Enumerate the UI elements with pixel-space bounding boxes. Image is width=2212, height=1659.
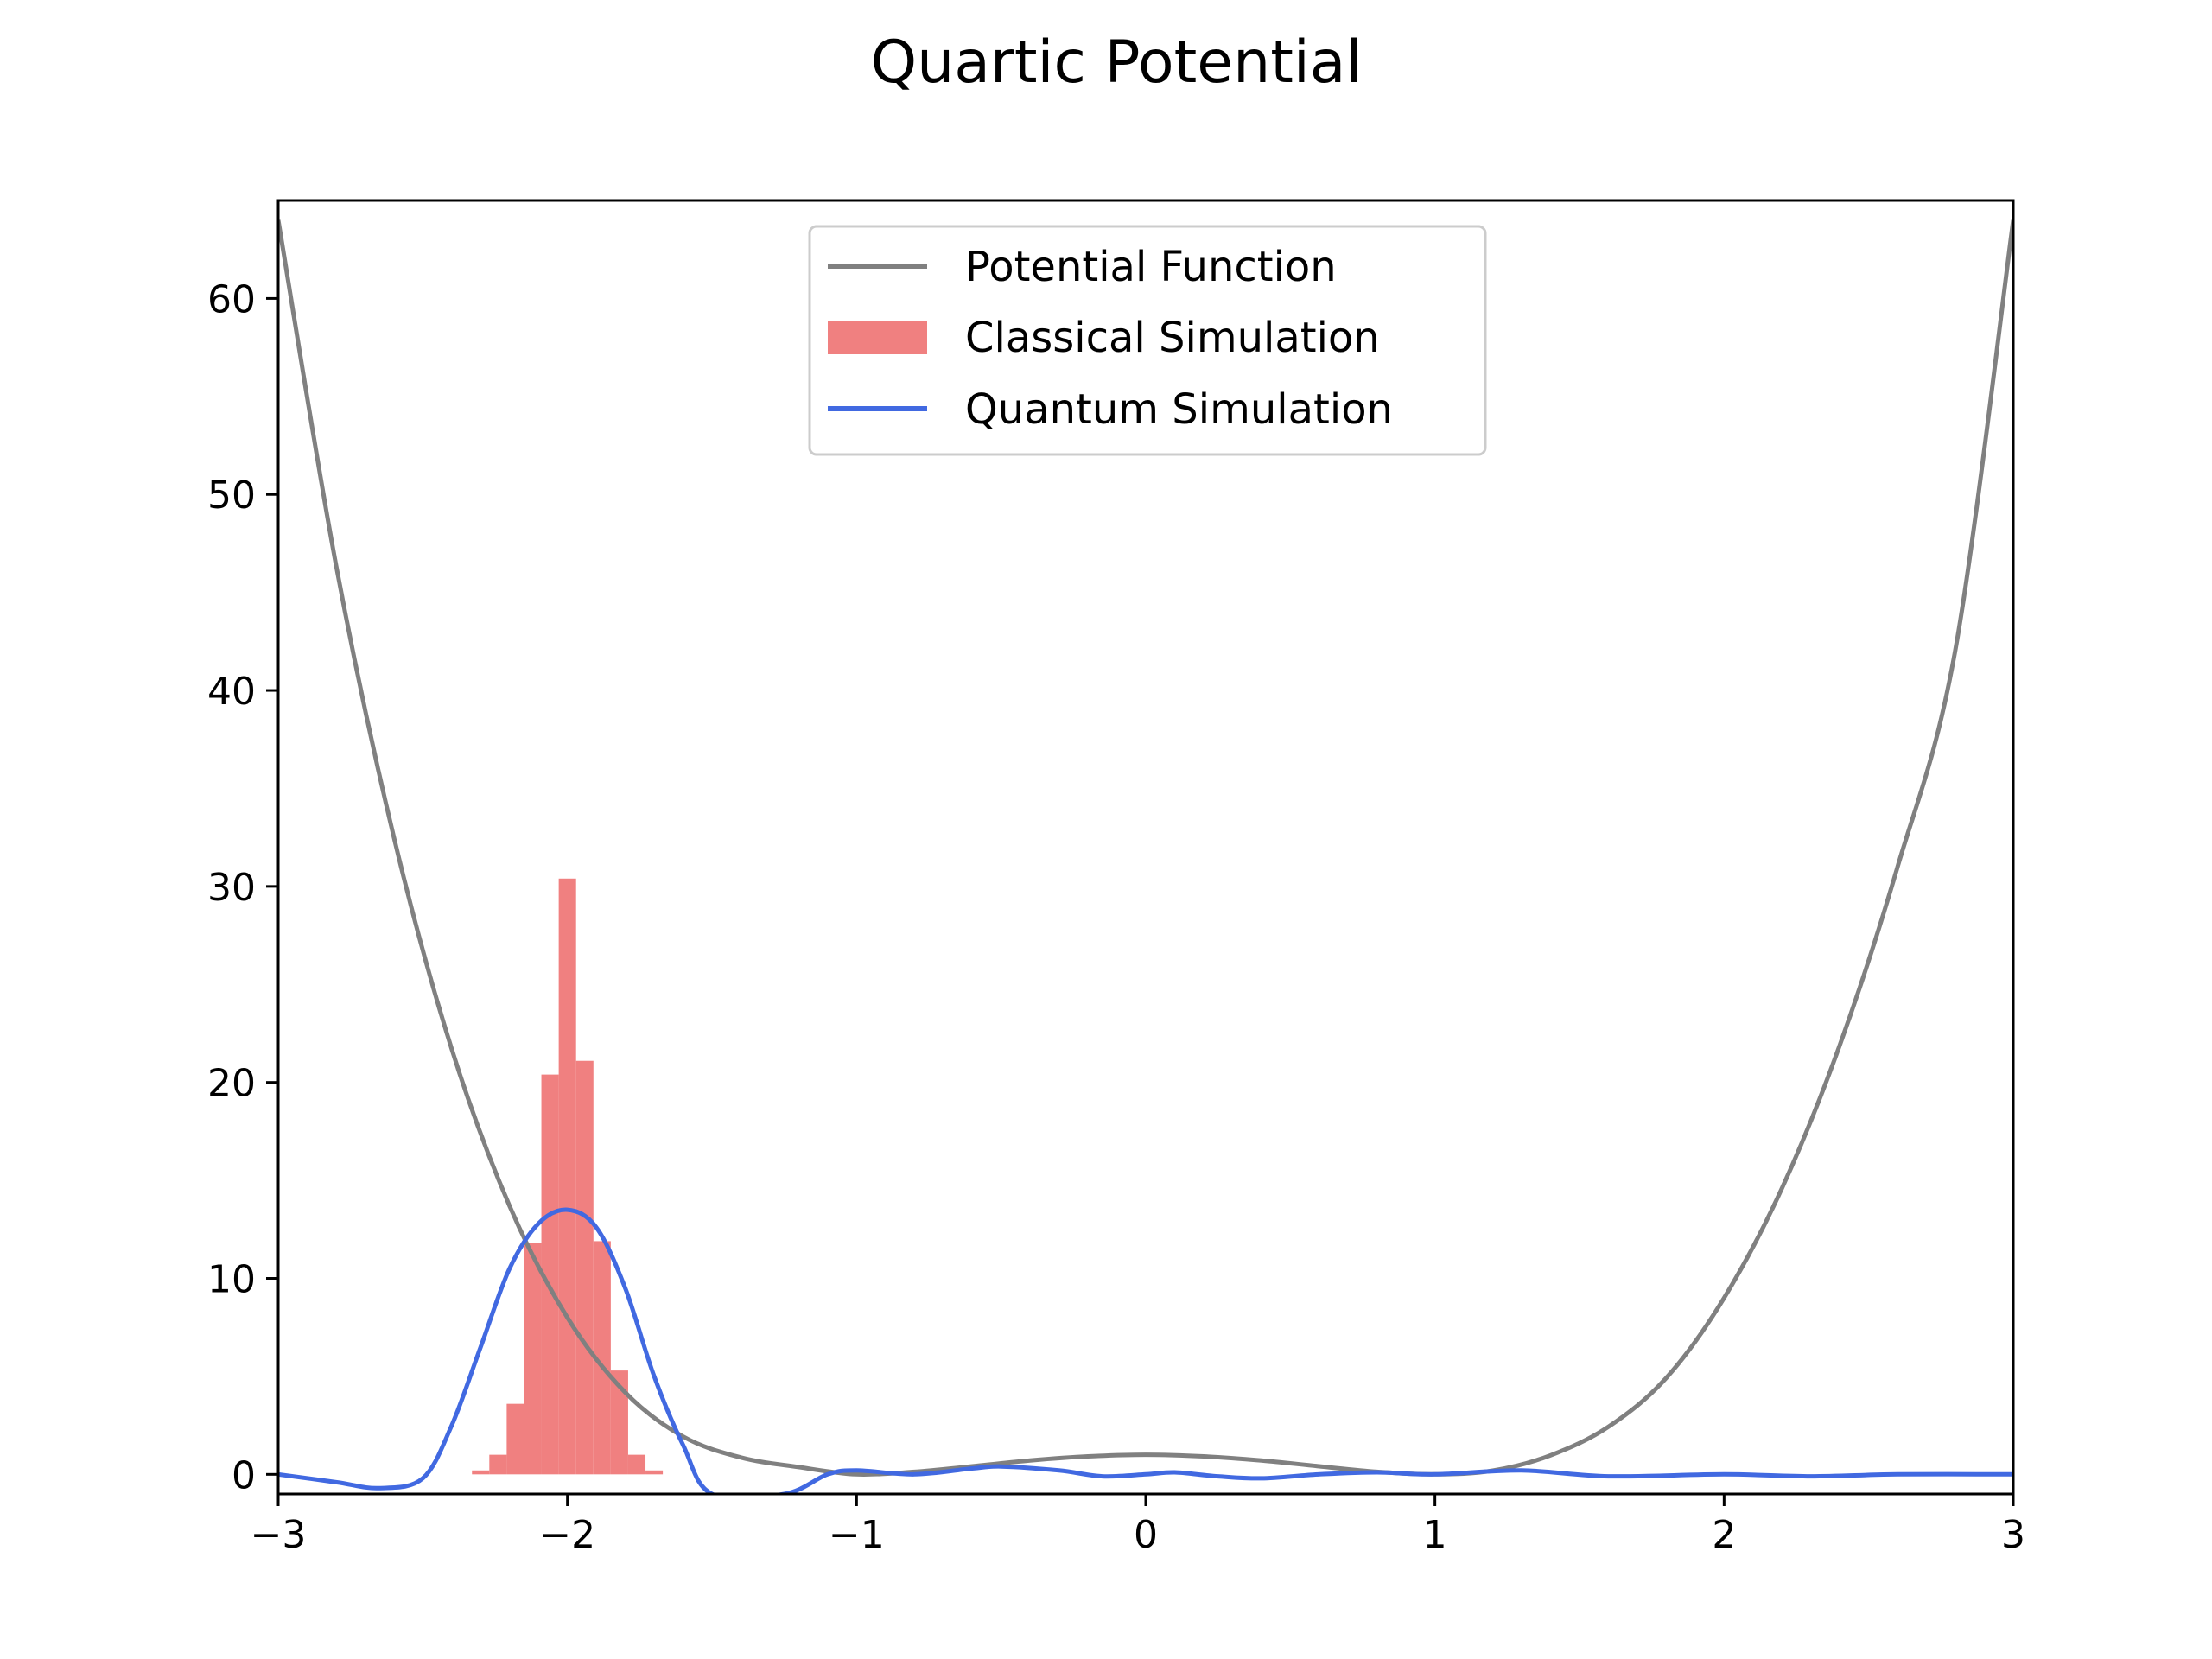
potential-function-line (278, 219, 2013, 1477)
legend-potential-label: Potential Function (965, 243, 1337, 291)
plot-area (278, 219, 2013, 1494)
histogram-bar (524, 1243, 542, 1475)
histogram-bar (558, 878, 576, 1475)
y-tick-label: 50 (207, 474, 256, 518)
legend-classical-swatch (828, 321, 927, 354)
histogram-bar (575, 1060, 594, 1475)
histogram-bar (489, 1454, 507, 1475)
histogram-bar (593, 1241, 611, 1475)
x-tick-label: −3 (251, 1513, 307, 1557)
legend-box (808, 225, 1487, 456)
histogram-bar (541, 1074, 559, 1475)
y-tick-label: 0 (232, 1453, 256, 1497)
x-tick-label: 1 (1423, 1513, 1447, 1557)
legend-classical-label: Classical Simulation (965, 314, 1380, 362)
x-tick-label: 3 (2001, 1513, 2025, 1557)
x-tick-label: 2 (1712, 1513, 1736, 1557)
chart-title: Quartic Potential (871, 29, 1363, 97)
y-tick-label: 60 (207, 277, 256, 321)
histogram-bar (610, 1370, 628, 1475)
x-tick-label: −2 (539, 1513, 595, 1557)
y-tick-label: 40 (207, 670, 256, 714)
x-tick-label: −1 (829, 1513, 885, 1557)
histogram-bar (506, 1403, 524, 1475)
x-tick-label: 0 (1134, 1513, 1158, 1557)
y-tick-label: 10 (207, 1258, 256, 1302)
histogram-bar (472, 1470, 490, 1475)
y-tick-label: 30 (207, 866, 256, 910)
legend: Potential Function Classical Simulation … (808, 225, 1487, 456)
histogram-bar (627, 1454, 646, 1475)
histogram-bar (645, 1470, 664, 1475)
legend-quantum-label: Quantum Simulation (965, 385, 1393, 434)
quantum-simulation-line (278, 1207, 2013, 1494)
y-tick-label: 20 (207, 1062, 256, 1106)
